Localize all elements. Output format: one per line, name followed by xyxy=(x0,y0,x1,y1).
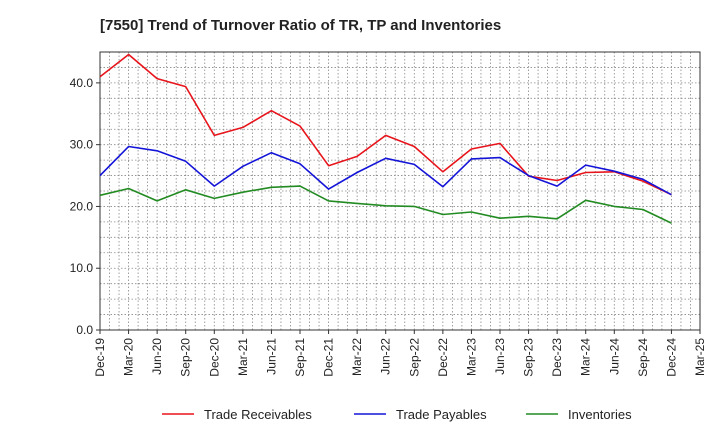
x-tick-label: Mar-22 xyxy=(350,338,364,376)
x-tick-label: Dec-21 xyxy=(322,338,336,377)
x-tick-label: Mar-21 xyxy=(236,338,250,376)
x-tick-label: Sep-22 xyxy=(407,338,421,377)
x-tick-label: Jun-23 xyxy=(493,338,507,375)
legend-label: Trade Payables xyxy=(396,407,487,422)
x-tick-label: Sep-24 xyxy=(636,338,650,377)
x-tick-label: Mar-24 xyxy=(579,338,593,376)
axes: 0.0 10.0 20.0 30.0 40.0 Dec-19 Mar-20 Jun-20 Sep… xyxy=(70,51,707,377)
series-lines xyxy=(99,53,672,224)
x-tick-label: Dec-23 xyxy=(550,338,564,377)
series-line-trade-receivables xyxy=(99,53,672,196)
x-tick-label: Jun-20 xyxy=(150,338,164,375)
x-tick-label: Jun-22 xyxy=(379,338,393,375)
y-tick-label: 0.0 xyxy=(76,323,93,337)
x-tick-label: Sep-21 xyxy=(293,338,307,377)
x-tick-label: Jun-21 xyxy=(264,338,278,375)
y-tick-label: 40.0 xyxy=(70,76,94,90)
series-line-inventories xyxy=(99,185,672,224)
series-line-trade-payables xyxy=(99,145,672,196)
x-tick-label: Dec-19 xyxy=(93,338,107,377)
y-tick-label: 30.0 xyxy=(70,138,94,152)
grid-lines xyxy=(100,52,700,330)
x-tick-label: Sep-23 xyxy=(522,338,536,377)
x-tick-label: Jun-24 xyxy=(607,338,621,375)
legend-label: Trade Receivables xyxy=(204,407,312,422)
x-tick-label: Dec-24 xyxy=(664,338,678,377)
x-tick-label: Dec-22 xyxy=(436,338,450,377)
y-tick-label: 20.0 xyxy=(70,199,94,213)
x-tick-label: Mar-20 xyxy=(122,338,136,376)
x-tick-label: Mar-25 xyxy=(693,338,707,376)
legend-label: Inventories xyxy=(568,407,632,422)
x-tick-label: Mar-23 xyxy=(464,338,478,376)
legend: Trade Receivables Trade Payables Inventori… xyxy=(162,407,632,422)
plot-frame xyxy=(99,51,701,331)
chart-title: [7550] Trend of Turnover Ratio of TR, TP… xyxy=(100,17,501,34)
x-tick-label: Sep-20 xyxy=(179,338,193,377)
x-tick-label: Dec-20 xyxy=(207,338,221,377)
y-tick-label: 10.0 xyxy=(70,261,94,275)
